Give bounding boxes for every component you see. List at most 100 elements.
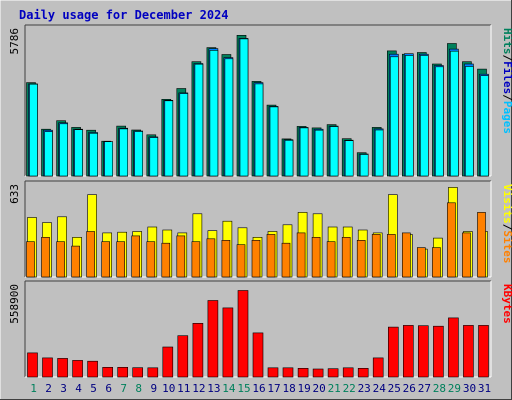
- bottom-bar-kbytes-6: [102, 366, 113, 378]
- bottom-bar-kbytes-10: [162, 346, 174, 378]
- middle-bar-sites-5: [86, 231, 95, 278]
- bottom-bar-kbytes-30: [463, 325, 474, 378]
- top-legend-item: Hits: [501, 28, 512, 55]
- top-bar-pages-24: [374, 129, 384, 177]
- top-bar-pages-17: [269, 106, 279, 177]
- x-tick-label: 4: [75, 382, 82, 395]
- middle-bar-sites-18: [281, 242, 291, 278]
- bottom-bar-kbytes-7: [117, 366, 128, 378]
- middle-ymax-label: 633: [8, 184, 21, 204]
- middle-bar-sites-3: [56, 241, 65, 278]
- middle-bar-sites-27: [416, 247, 426, 278]
- bottom-bar-kbytes-14: [222, 307, 234, 378]
- middle-bar-sites-4: [71, 245, 80, 278]
- top-legend: Hits/Files/Pages: [501, 28, 512, 134]
- x-tick-label: 1: [30, 382, 37, 395]
- top-bar-pages-9: [149, 137, 159, 177]
- x-tick-label: 19: [297, 382, 310, 395]
- top-bar-pages-18: [284, 140, 294, 177]
- x-tick-label: 7: [120, 382, 127, 395]
- x-tick-label: 26: [403, 382, 416, 395]
- middle-bar-sites-13: [206, 238, 216, 278]
- x-tick-label: 16: [252, 382, 265, 395]
- x-tick-label: 27: [418, 382, 431, 395]
- top-bar-pages-31: [480, 75, 489, 177]
- bottom-legend-item: KBytes: [501, 284, 512, 324]
- x-tick-label: 30: [463, 382, 476, 395]
- top-bar-pages-15: [239, 38, 249, 177]
- bottom-bar-kbytes-20: [312, 368, 324, 378]
- middle-bar-sites-11: [176, 235, 186, 278]
- middle-legend-item: Visits: [501, 184, 512, 224]
- x-tick-label: 20: [312, 382, 325, 395]
- middle-bar-sites-28: [432, 247, 441, 278]
- bottom-bar-kbytes-11: [177, 335, 189, 378]
- x-tick-label: 15: [237, 382, 250, 395]
- middle-bar-sites-26: [401, 232, 411, 278]
- top-bar-pages-3: [59, 123, 68, 177]
- x-tick-label: 22: [343, 382, 356, 395]
- middle-bar-sites-21: [326, 241, 336, 278]
- middle-legend: Visits/Sites: [501, 184, 512, 264]
- middle-bar-sites-29: [447, 202, 456, 278]
- x-tick-label: 6: [105, 382, 112, 395]
- bottom-bar-kbytes-23: [357, 367, 369, 378]
- top-bar-pages-6: [104, 141, 113, 177]
- middle-bar-sites-24: [371, 234, 381, 278]
- bottom-bar-kbytes-31: [478, 325, 489, 378]
- top-legend-item: Files: [501, 61, 512, 94]
- top-bar-pages-20: [314, 129, 324, 177]
- bottom-bar-kbytes-26: [402, 325, 414, 378]
- bottom-bar-kbytes-3: [57, 358, 68, 378]
- x-tick-label: 3: [60, 382, 67, 395]
- middle-bar-sites-12: [191, 241, 201, 278]
- bottom-bar-kbytes-28: [433, 325, 444, 378]
- x-tick-label: 2: [45, 382, 52, 395]
- middle-bar-sites-20: [311, 237, 321, 278]
- top-bar-pages-29: [450, 50, 459, 177]
- top-bar-pages-11: [179, 93, 189, 177]
- top-bar-pages-4: [74, 129, 83, 177]
- middle-bar-sites-25: [386, 234, 396, 278]
- top-bar-pages-25: [389, 56, 399, 177]
- middle-bar-sites-30: [462, 232, 471, 278]
- middle-bar-sites-6: [101, 241, 110, 278]
- x-tick-label: 5: [90, 382, 97, 395]
- chart-panels: 5786Hits/Files/Pages633Visits/Sites55890…: [8, 24, 512, 378]
- top-bar-pages-21: [329, 126, 339, 177]
- top-bar-pages-28: [435, 66, 444, 177]
- middle-bar-sites-16: [251, 240, 261, 278]
- bottom-bar-kbytes-18: [282, 367, 294, 378]
- bottom-bar-kbytes-9: [147, 367, 159, 378]
- bottom-bar-kbytes-27: [417, 325, 429, 378]
- bottom-bar-kbytes-22: [342, 367, 354, 378]
- bottom-bar-kbytes-25: [387, 326, 399, 378]
- top-bar-pages-12: [194, 63, 204, 177]
- middle-bar-sites-8: [131, 235, 140, 278]
- top-bar-pages-19: [299, 127, 309, 177]
- x-tick-label: 23: [358, 382, 371, 395]
- bottom-bar-kbytes-21: [327, 368, 339, 378]
- middle-legend-item: Sites: [501, 230, 512, 263]
- bottom-panel: 558900 KBytes: [8, 280, 512, 378]
- middle-bar-sites-19: [296, 232, 306, 278]
- top-bar-pages-27: [419, 55, 429, 177]
- middle-bar-sites-31: [477, 212, 486, 278]
- x-tick-label: 25: [388, 382, 401, 395]
- x-tick-label: 13: [207, 382, 220, 395]
- bottom-bar-kbytes-2: [42, 357, 53, 378]
- x-tick-label: 10: [162, 382, 175, 395]
- x-tick-label: 12: [192, 382, 205, 395]
- top-bar-pages-26: [404, 55, 414, 177]
- x-tick-label: 28: [433, 382, 446, 395]
- middle-bar-sites-14: [221, 240, 231, 278]
- bottom-bar-kbytes-15: [237, 290, 249, 378]
- bottom-bar-kbytes-8: [132, 367, 143, 378]
- top-legend-item: /: [501, 94, 512, 101]
- bottom-bar-kbytes-4: [72, 360, 83, 378]
- middle-bars: [26, 187, 488, 278]
- middle-bar-sites-22: [341, 237, 351, 278]
- middle-bar-sites-2: [41, 237, 50, 278]
- top-bar-pages-2: [44, 131, 53, 177]
